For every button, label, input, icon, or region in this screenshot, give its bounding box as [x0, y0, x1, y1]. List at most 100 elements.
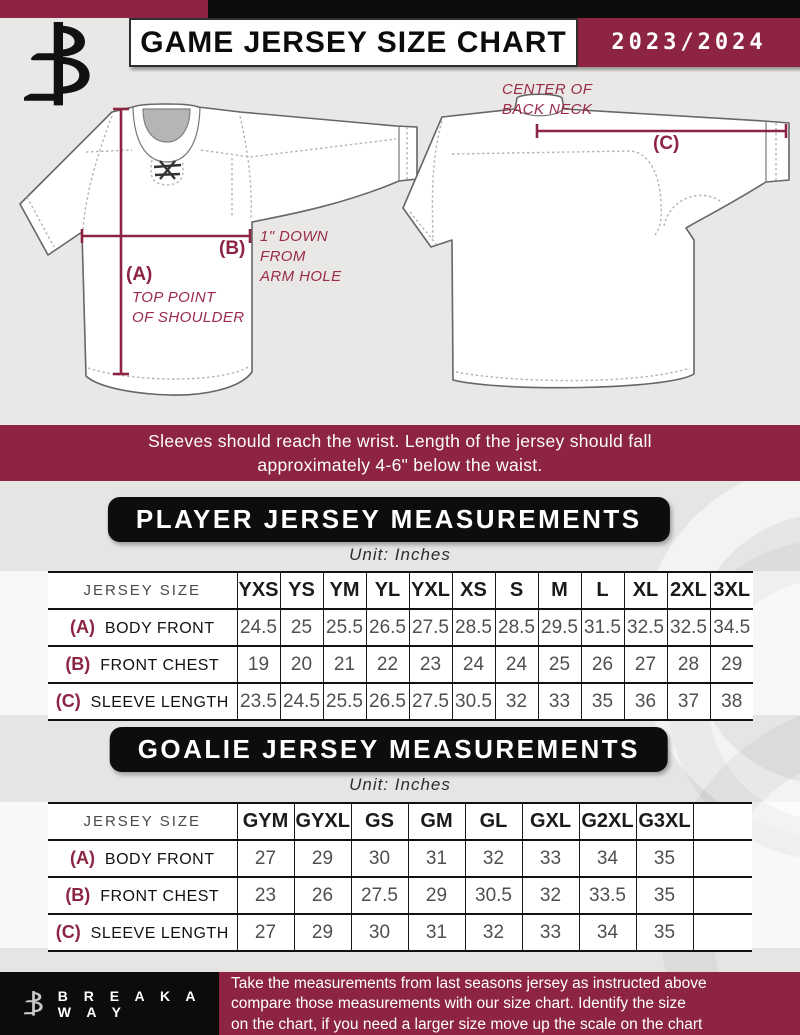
measurement-value-cell: 35 [635, 839, 693, 877]
measurement-value-cell: 27 [236, 839, 294, 877]
goalie-banner-text: GOALIE JERSEY MEASUREMENTS [137, 734, 640, 764]
measurement-value-cell: 31.5 [580, 608, 624, 646]
size-column-header: 2XL [666, 571, 710, 609]
top-strip-maroon [0, 0, 208, 18]
measurement-value-cell [692, 876, 752, 914]
measurement-value-cell: 27 [623, 645, 667, 683]
measurement-row-label: (A) BODY FRONT [48, 839, 237, 877]
measurement-value-cell: 25 [279, 608, 323, 646]
size-column-header: YM [322, 571, 366, 609]
measurement-key: (B) [65, 885, 91, 905]
measurement-value-cell: 27.5 [350, 876, 408, 914]
center-back-neck-note: CENTER OF BACK NECK [502, 81, 593, 118]
shoulder-note: TOP POINT OF SHOULDER [132, 289, 245, 326]
measurement-value-cell: 33.5 [578, 876, 636, 914]
measurement-value-cell: 27 [236, 913, 294, 952]
measurement-value-cell: 29 [709, 645, 753, 683]
lace-icon [153, 160, 182, 180]
measurement-value-cell: 32 [464, 839, 522, 877]
measurement-key: (A) [70, 617, 95, 637]
breakaway-b-logo-footer [24, 990, 43, 1016]
measurement-name: FRONT CHEST [90, 657, 220, 674]
measurement-value-cell: 20 [279, 645, 323, 683]
measurement-value-cell: 32.5 [666, 608, 710, 646]
measurement-value-cell: 23 [408, 645, 452, 683]
player-unit-label: Unit: Inches [349, 545, 451, 564]
measurement-value-cell: 24.5 [279, 682, 323, 721]
measurement-row-label: (B) FRONT CHEST [48, 876, 237, 914]
measure-line-b [80, 229, 252, 243]
back-jersey-drawing [402, 93, 790, 389]
collar-inner [142, 108, 191, 143]
goalie-size-table: JERSEY SIZE GYM GYXL GS GM GL GXL G2XL G3XL (A) B… [48, 802, 752, 952]
jersey-size-corner-label: JERSEY SIZE [48, 802, 237, 840]
size-header-row: JERSEY SIZE GYM GYXL GS GM GL GXL G2XL G3XL [48, 802, 752, 840]
size-column-header: YL [365, 571, 409, 609]
measurement-value-cell: 35 [580, 682, 624, 721]
measurement-row-label: (B) FRONT CHEST [48, 645, 237, 683]
breakaway-b-logo [24, 22, 90, 106]
measurement-value-cell: 36 [623, 682, 667, 721]
measurement-value-cell: 26 [580, 645, 624, 683]
measurement-value-cell: 29 [293, 913, 351, 952]
size-column-header: YXL [408, 571, 452, 609]
measurement-value-cell: 32 [521, 876, 579, 914]
page-title: GAME JERSEY SIZE CHART [129, 18, 578, 67]
size-column-header [692, 802, 752, 840]
player-banner-text: PLAYER JERSEY MEASUREMENTS [135, 504, 642, 534]
measurement-value-cell: 31 [407, 913, 465, 952]
jersey-size-corner-label: JERSEY SIZE [48, 571, 237, 609]
measurement-value-cell: 27.5 [408, 682, 452, 721]
size-column-header: XS [451, 571, 495, 609]
size-column-header: S [494, 571, 538, 609]
size-column-header: GYM [236, 802, 294, 840]
measurement-row-label: (C) SLEEVE LENGTH [48, 913, 237, 952]
measurement-value-cell: 24 [451, 645, 495, 683]
goalie-measurements-banner: GOALIE JERSEY MEASUREMENTS [109, 727, 668, 772]
measurement-value-cell: 24.5 [236, 608, 280, 646]
measurement-row: (B) FRONT CHEST 19 20 21 22 23 24 24 25 26 27 28 29 [48, 645, 753, 683]
size-column-header: G2XL [578, 802, 636, 840]
measurement-row: (B) FRONT CHEST 23 26 27.5 29 30.5 32 33.5 35 [48, 876, 752, 914]
measurement-value-cell: 35 [635, 913, 693, 952]
measurement-key: (B) [65, 654, 91, 674]
page-title-text: GAME JERSEY SIZE CHART [140, 25, 567, 59]
measurement-value-cell: 32.5 [623, 608, 667, 646]
measurement-value-cell: 21 [322, 645, 366, 683]
measurement-key: (A) [70, 848, 95, 868]
label-b: (B) [219, 238, 246, 259]
measurement-value-cell: 26.5 [365, 682, 409, 721]
size-column-header: G3XL [635, 802, 693, 840]
season-text: 2023/2024 [611, 30, 767, 55]
footer-brand-name: B R E A K A W A Y [57, 987, 202, 1020]
measurement-name: BODY FRONT [95, 851, 215, 868]
measurement-name: SLEEVE LENGTH [80, 925, 229, 942]
size-column-header: 3XL [709, 571, 753, 609]
measurement-value-cell: 25.5 [322, 608, 366, 646]
measurement-value-cell: 28.5 [451, 608, 495, 646]
player-measurements-banner: PLAYER JERSEY MEASUREMENTS [107, 497, 670, 542]
measurement-value-cell: 30.5 [464, 876, 522, 914]
footer-brand-area: B R E A K A W A Y [0, 972, 219, 1035]
fit-notice-banner: Sleeves should reach the wrist. Length o… [0, 425, 800, 481]
measurement-value-cell: 32 [464, 913, 522, 952]
top-strip-black [208, 0, 800, 18]
label-c: (C) [653, 133, 680, 154]
measurement-value-cell: 28 [666, 645, 710, 683]
measurement-value-cell: 33 [521, 913, 579, 952]
size-column-header: GYXL [293, 802, 351, 840]
measurement-value-cell: 29 [293, 839, 351, 877]
measurement-value-cell: 34 [578, 839, 636, 877]
measurement-key: (C) [55, 691, 81, 711]
size-column-header: L [580, 571, 624, 609]
size-column-header: YS [279, 571, 323, 609]
arm-hole-note: 1" DOWN FROM ARM HOLE [260, 228, 342, 285]
jersey-diagrams [19, 93, 790, 396]
measure-line-a [113, 107, 129, 376]
measurement-value-cell: 26 [293, 876, 351, 914]
measurement-value-cell: 26.5 [365, 608, 409, 646]
goalie-unit-label: Unit: Inches [349, 775, 451, 794]
measurement-row: (C) SLEEVE LENGTH 23.5 24.5 25.5 26.5 27.5 30.… [48, 682, 753, 721]
measurement-row: (C) SLEEVE LENGTH 27 29 30 31 32 33 34 35 [48, 913, 752, 952]
